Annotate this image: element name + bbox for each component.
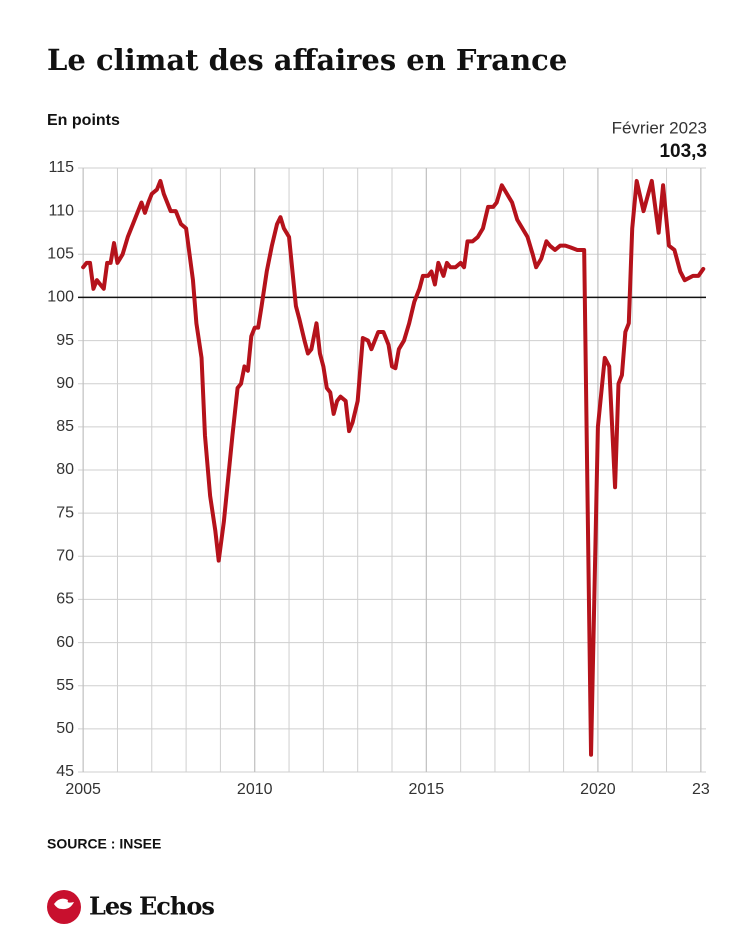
source: SOURCE : INSEE	[47, 836, 161, 852]
chart-title: Le climat des affaires en France	[47, 43, 567, 77]
annotation-value: 103,3	[659, 141, 707, 162]
y-tick-label: 65	[56, 591, 74, 608]
y-tick-label: 45	[56, 763, 74, 780]
y-tick-label: 50	[56, 720, 74, 737]
y-tick-label: 95	[56, 332, 74, 349]
y-tick-label: 105	[47, 246, 74, 263]
y-tick-label: 115	[48, 159, 74, 176]
y-tick-label: 85	[56, 418, 74, 435]
y-tick-label: 55	[56, 677, 74, 694]
y-tick-label: 70	[56, 548, 74, 565]
annotation-label: Février 2023	[612, 118, 707, 137]
x-tick-label: 2010	[237, 781, 273, 798]
x-tick-label: 23	[692, 781, 710, 798]
y-tick-label: 80	[56, 461, 74, 478]
y-tick-label: 90	[56, 375, 74, 392]
subtitle: En points	[47, 112, 120, 129]
y-tick-label: 75	[56, 504, 74, 521]
y-tick-label: 110	[48, 202, 74, 219]
data-line	[81, 178, 706, 757]
y-tick-label: 60	[56, 634, 74, 651]
brand: Les Echos	[89, 892, 214, 921]
x-tick-label: 2015	[409, 781, 445, 798]
x-tick-label: 2020	[580, 781, 616, 798]
x-tick-label: 2005	[65, 781, 101, 798]
brand-logo-mark	[54, 898, 74, 910]
y-tick-label: 100	[47, 289, 74, 306]
